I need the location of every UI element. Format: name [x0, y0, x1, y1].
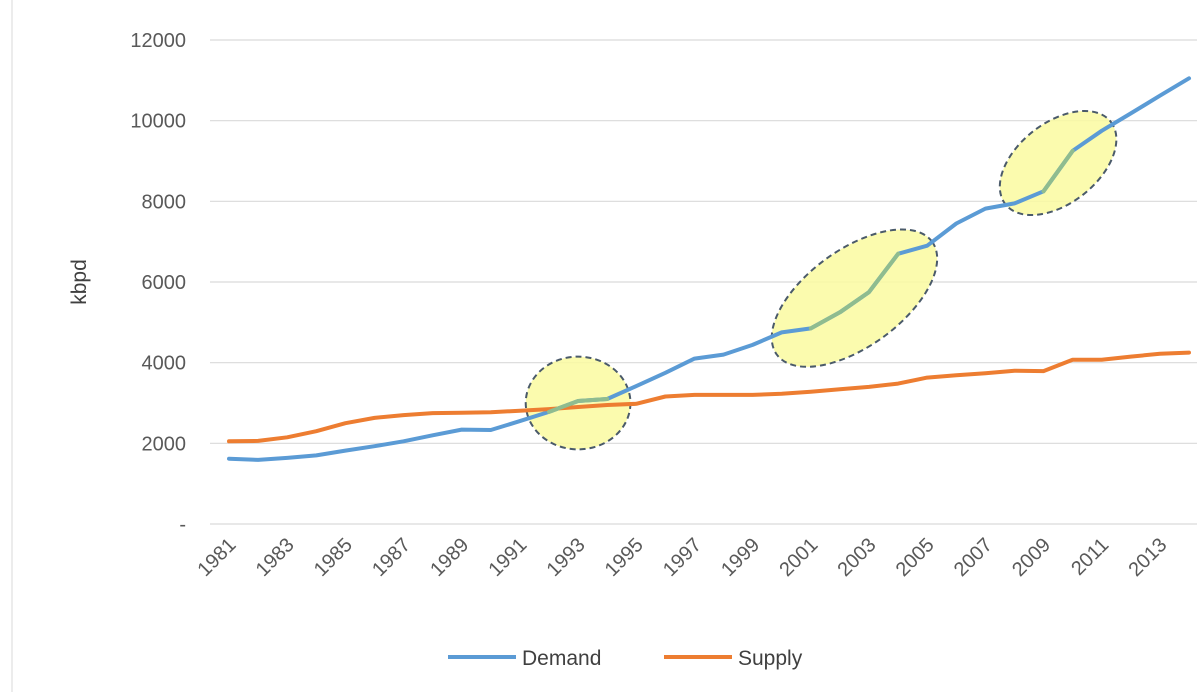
highlight-ellipse — [998, 109, 1118, 217]
y-tick-label: 8000 — [142, 191, 187, 213]
x-tick-label: 2009 — [1008, 534, 1055, 581]
gridlines — [210, 39, 1197, 525]
y-axis-ticks: - 2000 4000 6000 8000 10000 12000 — [130, 30, 186, 536]
highlight-ellipse — [770, 228, 939, 368]
demand-highlight-segment — [808, 251, 901, 331]
x-tick-label: 1997 — [659, 534, 706, 581]
x-tick-label: 1989 — [426, 534, 473, 581]
series-line-demand — [227, 76, 1191, 462]
y-axis-title: kbpd — [68, 259, 91, 305]
y-tick-label: 12000 — [130, 30, 186, 52]
x-tick-label: 1987 — [368, 534, 415, 581]
demand-highlight-segment — [547, 397, 610, 414]
series-lines — [227, 76, 1191, 462]
highlight-ellipses — [524, 109, 1118, 451]
series-line-supply — [227, 350, 1191, 444]
x-tick-label: 1995 — [601, 534, 648, 581]
x-tick-label: 1993 — [543, 534, 590, 581]
legend-label-demand: Demand — [522, 647, 601, 670]
y-tick-label: 4000 — [142, 353, 187, 375]
legend: Demand Supply — [448, 647, 803, 670]
x-tick-label: 1983 — [252, 534, 299, 581]
legend-label-supply: Supply — [738, 647, 803, 670]
demand-highlight-segment — [1041, 148, 1075, 194]
x-tick-label: 1981 — [194, 534, 241, 581]
x-tick-label: 1985 — [310, 534, 357, 581]
x-tick-label: 1999 — [717, 534, 764, 581]
x-tick-label: 2013 — [1124, 534, 1171, 581]
x-tick-label: 2001 — [775, 534, 822, 581]
x-tick-label: 1991 — [484, 534, 531, 581]
x-axis-ticks: 1981 1983 1985 1987 1989 1991 1993 1995 1997 1999… — [194, 534, 1172, 581]
x-tick-label: 2003 — [834, 534, 881, 581]
y-tick-label: 2000 — [142, 433, 187, 455]
y-tick-label: 6000 — [142, 272, 187, 294]
x-tick-label: 2011 — [1067, 534, 1113, 580]
y-tick-label: 10000 — [130, 111, 186, 133]
x-tick-label: 2005 — [892, 534, 939, 581]
y-tick-label: - — [179, 514, 186, 536]
x-tick-label: 2007 — [950, 534, 997, 581]
